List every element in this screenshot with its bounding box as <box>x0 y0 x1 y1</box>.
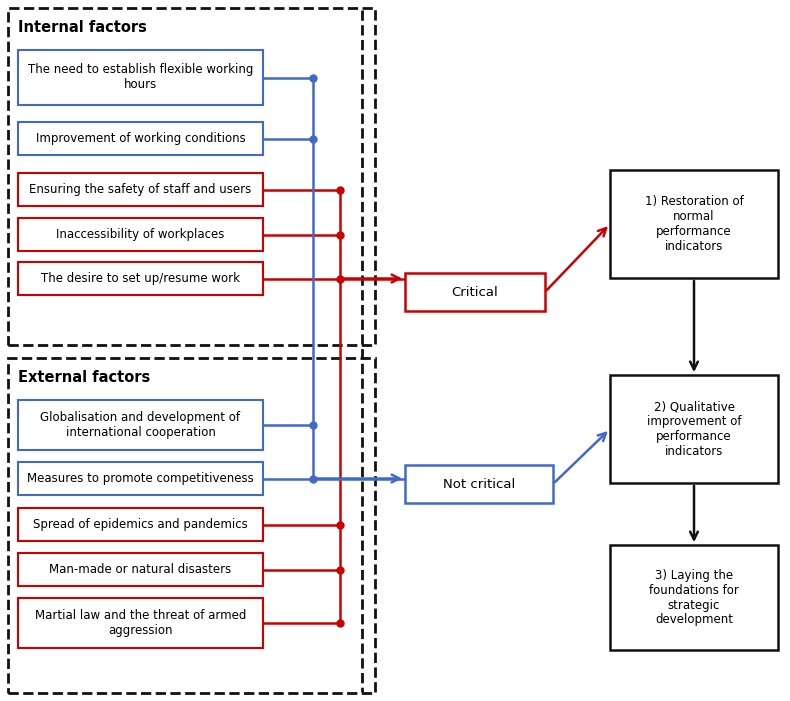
Text: The need to establish flexible working
hours: The need to establish flexible working h… <box>28 64 253 92</box>
Text: 2) Qualitative
improvement of
performance
indicators: 2) Qualitative improvement of performanc… <box>647 400 741 458</box>
Bar <box>18 553 263 586</box>
Text: Critical: Critical <box>452 285 498 299</box>
Text: 1) Restoration of
normal
performance
indicators: 1) Restoration of normal performance ind… <box>645 195 743 253</box>
Text: Ensuring the safety of staff and users: Ensuring the safety of staff and users <box>29 183 252 196</box>
Text: Globalisation and development of
international cooperation: Globalisation and development of interna… <box>40 411 240 439</box>
Bar <box>18 462 263 495</box>
Text: Spread of epidemics and pandemics: Spread of epidemics and pandemics <box>33 518 248 531</box>
Bar <box>18 400 263 450</box>
Bar <box>18 262 263 295</box>
Text: Man-made or natural disasters: Man-made or natural disasters <box>49 563 231 576</box>
Bar <box>610 375 778 483</box>
Bar <box>18 508 263 541</box>
Bar <box>8 8 375 345</box>
Text: Internal factors: Internal factors <box>18 20 147 36</box>
Bar <box>18 173 263 206</box>
Text: Inaccessibility of workplaces: Inaccessibility of workplaces <box>56 228 224 241</box>
Bar <box>405 465 553 503</box>
Text: Improvement of working conditions: Improvement of working conditions <box>36 132 246 145</box>
Bar <box>18 218 263 251</box>
Text: External factors: External factors <box>18 371 150 386</box>
Text: Measures to promote competitiveness: Measures to promote competitiveness <box>27 472 254 485</box>
Text: 3) Laying the
foundations for
strategic
development: 3) Laying the foundations for strategic … <box>649 569 739 627</box>
Text: The desire to set up/resume work: The desire to set up/resume work <box>41 272 240 285</box>
Text: Not critical: Not critical <box>443 477 515 491</box>
Bar <box>18 598 263 648</box>
Bar <box>18 50 263 105</box>
Bar <box>405 273 545 311</box>
Bar <box>610 170 778 278</box>
Bar <box>8 358 375 693</box>
Bar <box>18 122 263 155</box>
Text: Martial law and the threat of armed
aggression: Martial law and the threat of armed aggr… <box>35 609 246 637</box>
Bar <box>610 545 778 650</box>
